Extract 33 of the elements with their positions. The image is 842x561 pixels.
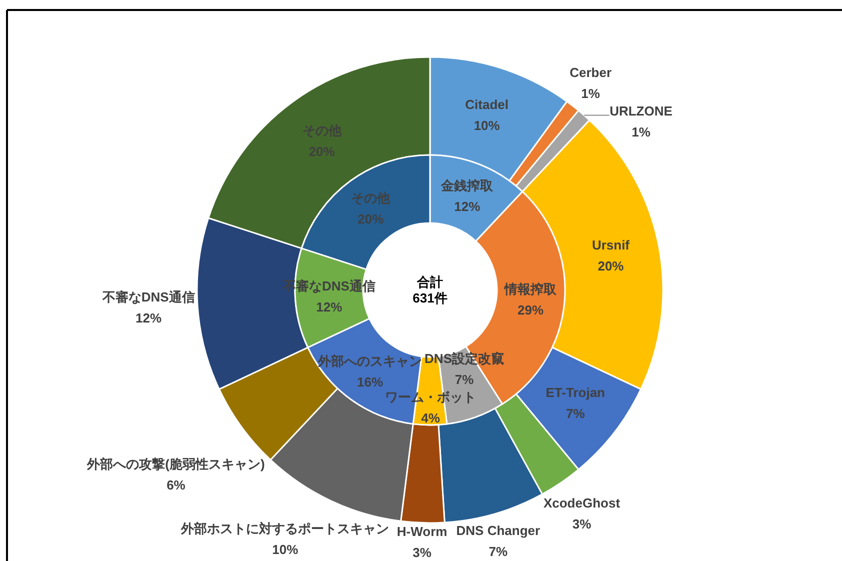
- text: 合計 631件: [412, 274, 448, 306]
- data-label: 29%: [518, 302, 544, 318]
- slice-label: 外部ホストに対するポートスキャン: [180, 520, 390, 536]
- slice-label: Ursnif: [592, 238, 630, 253]
- data-label: 7%: [488, 544, 508, 559]
- data-label: 12%: [454, 199, 481, 214]
- data-label: 3%: [412, 545, 432, 560]
- data-label: 12%: [136, 310, 162, 326]
- slice-label: XcodeGhost: [543, 495, 621, 510]
- data-label: 12%: [316, 299, 343, 314]
- slice-label: Citadel: [465, 97, 509, 112]
- data-label: 16%: [357, 374, 384, 390]
- slice-label: 金銭搾取: [440, 178, 494, 194]
- data-label: 7%: [566, 406, 586, 421]
- data-label: 1%: [581, 86, 600, 101]
- slice-label: URLZONE: [610, 104, 673, 119]
- data-label: 20%: [358, 211, 384, 226]
- data-label: 4%: [421, 410, 440, 426]
- data-label: 20%: [598, 258, 624, 274]
- data-label: 6%: [166, 478, 186, 493]
- slice-label: 情報搾取: [504, 282, 558, 297]
- data-label: 10%: [272, 542, 299, 557]
- slice-label: ET-Trojan: [546, 384, 606, 400]
- slice-label: H-Worm: [396, 524, 448, 539]
- slice-label: Cerber: [570, 64, 612, 80]
- data-label: 10%: [474, 118, 500, 134]
- slice-label: 外部への攻撃(脆弱性スキャン): [86, 456, 265, 472]
- data-label: 7%: [454, 372, 474, 387]
- slice-label: DNS Changer: [456, 522, 540, 538]
- slice-label: 不審なDNS通信: [101, 290, 195, 305]
- data-label: 3%: [572, 516, 592, 532]
- slice-label: その他: [351, 190, 392, 206]
- data-label: 1%: [632, 124, 651, 140]
